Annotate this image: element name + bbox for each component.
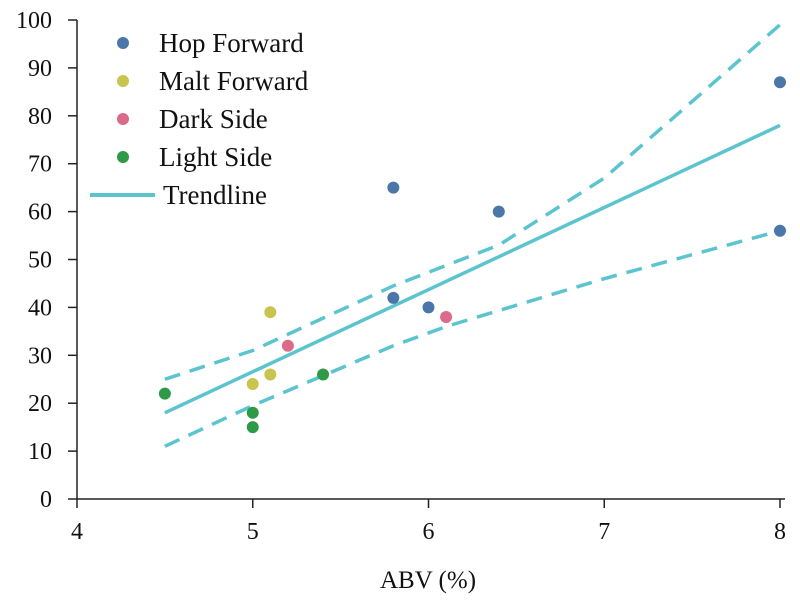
y-tick-label: 60 xyxy=(28,200,52,226)
data-point xyxy=(492,205,505,218)
x-tick-label: 7 xyxy=(598,519,610,545)
data-point xyxy=(264,368,277,381)
x-tick-label: 4 xyxy=(71,519,83,545)
confidence-lower-line xyxy=(164,229,781,448)
legend-marker xyxy=(117,113,129,125)
x-tick-label: 8 xyxy=(774,519,786,545)
y-tick-label: 20 xyxy=(28,391,52,417)
legend-label: Hop Forward xyxy=(159,28,304,58)
y-tick-label: 0 xyxy=(40,487,52,513)
axes: 0 10 20 30 40 50 60 70 80 90 100 4 5 6 7 8 xyxy=(16,8,786,545)
y-tick-label: 50 xyxy=(28,248,52,274)
legend-marker xyxy=(117,75,129,87)
y-tick-label: 30 xyxy=(28,343,52,369)
data-point xyxy=(246,378,259,391)
y-tick-label: 70 xyxy=(28,152,52,178)
y-tick-label: 10 xyxy=(28,439,52,465)
x-tick-label: 6 xyxy=(423,519,435,545)
legend-marker xyxy=(117,151,129,163)
data-point xyxy=(774,76,786,89)
legend-label: Trendline xyxy=(163,180,267,210)
legend-label: Malt Forward xyxy=(159,66,309,96)
confidence-upper-line xyxy=(164,23,782,381)
legend-label: Dark Side xyxy=(159,104,268,134)
y-tick-label: 80 xyxy=(28,104,52,130)
trendline xyxy=(164,123,781,415)
data-point xyxy=(422,301,435,314)
data-point xyxy=(387,291,400,304)
x-tick-label: 5 xyxy=(247,519,259,545)
data-point xyxy=(264,306,277,319)
y-tick-label: 90 xyxy=(28,56,52,82)
legend: Hop Forward Malt Forward Dark Side Light Si… xyxy=(90,28,309,210)
data-point xyxy=(440,310,453,323)
data-points xyxy=(158,76,786,434)
data-point xyxy=(774,224,786,237)
trend-lines xyxy=(164,23,782,448)
legend-marker xyxy=(117,37,129,49)
data-point xyxy=(246,421,259,434)
data-point xyxy=(317,368,330,381)
y-tick-label: 40 xyxy=(28,295,52,321)
data-point xyxy=(158,387,171,400)
data-point xyxy=(387,181,400,194)
x-axis-label: ABV (%) xyxy=(380,567,476,594)
data-point xyxy=(246,406,259,419)
data-point xyxy=(281,339,294,352)
y-tick-label: 100 xyxy=(16,8,52,34)
legend-label: Light Side xyxy=(159,142,272,172)
